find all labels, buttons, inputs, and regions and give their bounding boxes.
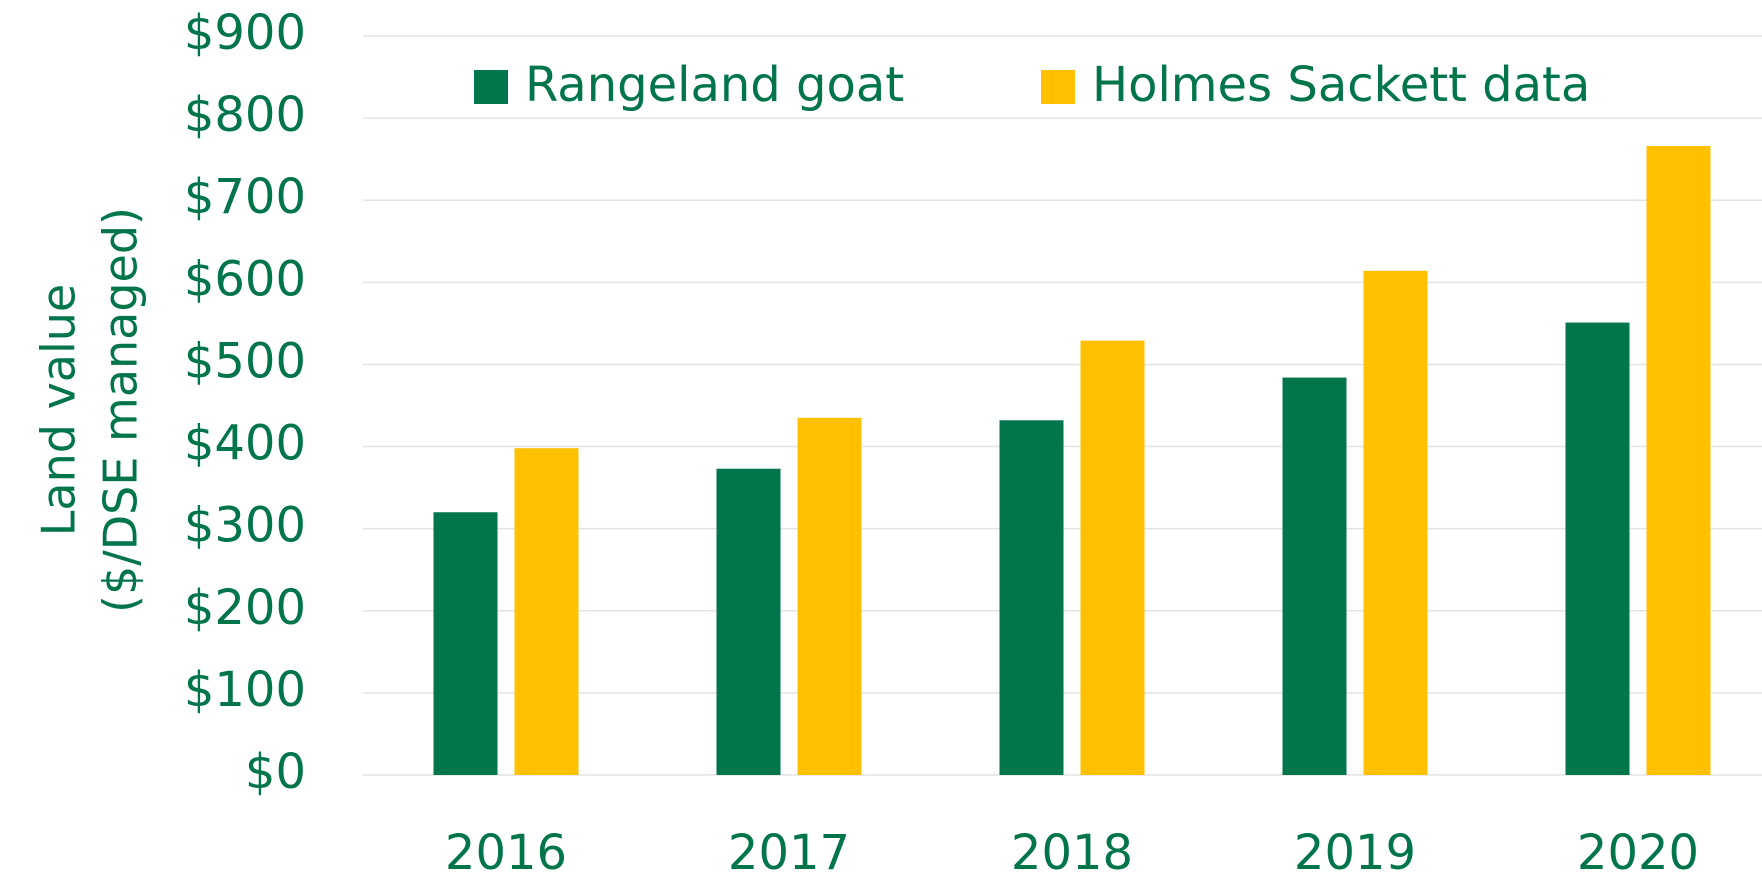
y-tick-label: $400 <box>184 416 306 472</box>
y-tick-label: $0 <box>245 744 306 800</box>
bar <box>433 512 498 775</box>
legend-label: Rangeland goat <box>525 57 904 113</box>
bar <box>1565 322 1630 775</box>
bar <box>1363 270 1428 775</box>
y-axis-title: Land value <box>32 284 86 536</box>
legend-swatch <box>1041 70 1075 104</box>
bar <box>1646 146 1711 776</box>
y-tick-label: $100 <box>184 662 306 718</box>
y-tick-label: $500 <box>184 333 306 389</box>
bar <box>716 468 781 775</box>
bar <box>1282 377 1347 775</box>
bar <box>999 420 1064 775</box>
x-tick-label: 2018 <box>1011 825 1133 876</box>
y-tick-label: $300 <box>184 498 306 554</box>
x-tick-label: 2016 <box>445 825 567 876</box>
x-tick-label: 2017 <box>728 825 850 876</box>
x-tick-label: 2020 <box>1577 825 1699 876</box>
y-tick-label: $200 <box>184 580 306 636</box>
bar <box>1080 340 1145 775</box>
legend-swatch <box>474 70 508 104</box>
y-axis-title: ($/DSE managed) <box>94 207 148 613</box>
y-tick-label: $600 <box>184 251 306 307</box>
legend-label: Holmes Sackett data <box>1092 57 1590 113</box>
bar <box>514 448 579 775</box>
y-tick-label: $900 <box>184 5 306 61</box>
bar <box>797 417 862 775</box>
x-tick-label: 2019 <box>1294 825 1416 876</box>
y-tick-label: $700 <box>184 169 306 225</box>
y-tick-label: $800 <box>184 87 306 143</box>
